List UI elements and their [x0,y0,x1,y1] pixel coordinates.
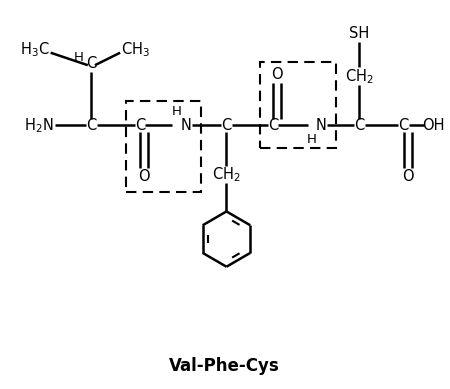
Text: H: H [74,51,84,64]
Text: H$_2$N: H$_2$N [24,116,54,135]
Text: H: H [307,133,317,146]
Text: O: O [402,169,414,184]
Text: O: O [138,169,150,184]
Text: Val-Phe-Cys: Val-Phe-Cys [169,357,279,375]
Text: C: C [86,56,96,71]
Text: C: C [221,118,232,133]
Text: SH: SH [349,26,369,42]
Text: O: O [271,67,283,82]
Text: C: C [354,118,365,133]
Text: C: C [135,118,145,133]
Text: H: H [172,105,182,117]
Text: CH$_2$: CH$_2$ [345,67,374,86]
Text: N: N [180,118,191,133]
Text: C: C [86,118,96,133]
Text: N: N [315,118,326,133]
Text: OH: OH [422,118,445,133]
Text: C: C [268,118,278,133]
Text: CH$_3$: CH$_3$ [121,40,150,59]
Text: C: C [399,118,409,133]
Text: H$_3$C: H$_3$C [20,40,50,59]
Text: CH$_2$: CH$_2$ [212,165,241,184]
